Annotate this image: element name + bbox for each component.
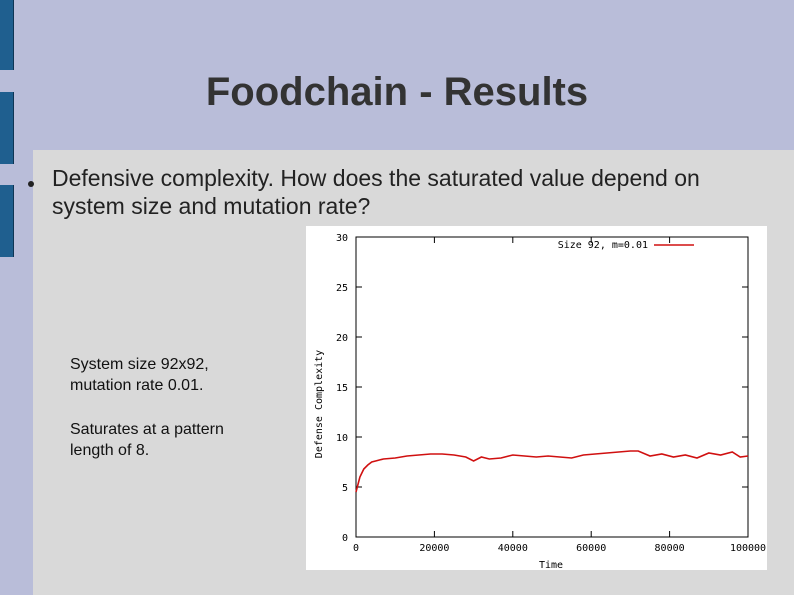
x-tick-label: 80000	[655, 543, 685, 554]
bullet-dot-icon	[28, 181, 34, 187]
caption-parameters-line2: mutation rate 0.01.	[70, 377, 204, 394]
y-tick-label: 20	[336, 333, 348, 344]
x-tick-label: 60000	[576, 543, 606, 554]
series-line	[355, 450, 749, 493]
y-tick-label: 0	[342, 533, 348, 544]
y-tick-label: 25	[336, 283, 348, 294]
y-tick-label: 10	[336, 433, 348, 444]
bullet-text: Defensive complexity. How does the satur…	[52, 165, 700, 219]
accent-bar-middle	[0, 185, 14, 257]
x-tick-label: 20000	[419, 543, 449, 554]
accent-bar-top	[0, 0, 14, 70]
x-axis-label: Time	[539, 560, 563, 570]
y-tick-label: 30	[336, 233, 348, 244]
caption-parameters-line1: System size 92x92,	[70, 356, 209, 373]
x-tick-label: 40000	[498, 543, 528, 554]
y-tick-label: 5	[342, 483, 348, 494]
x-tick-label: 100000	[730, 543, 766, 554]
x-tick-label: 0	[353, 543, 359, 554]
plot-frame	[355, 236, 749, 538]
accent-bar-upper	[0, 92, 14, 164]
caption-saturation: Saturates at a pattern length of 8.	[70, 419, 290, 461]
caption-saturation-line2: length of 8.	[70, 442, 150, 459]
legend-label: Size 92, m=0.01	[558, 240, 648, 251]
caption-parameters: System size 92x92, mutation rate 0.01.	[70, 354, 290, 396]
chart-container: Defense Complexity Time 0 5 10 15 20 25 30 0 200…	[306, 226, 767, 570]
slide-title: Foodchain - Results	[205, 70, 589, 114]
defense-complexity-chart: Defense Complexity Time 0 5 10 15 20 25 30 0 200…	[314, 233, 766, 570]
y-axis-label: Defense Complexity	[314, 350, 325, 458]
y-tick-label: 15	[336, 383, 348, 394]
caption-saturation-line1: Saturates at a pattern	[70, 421, 224, 438]
